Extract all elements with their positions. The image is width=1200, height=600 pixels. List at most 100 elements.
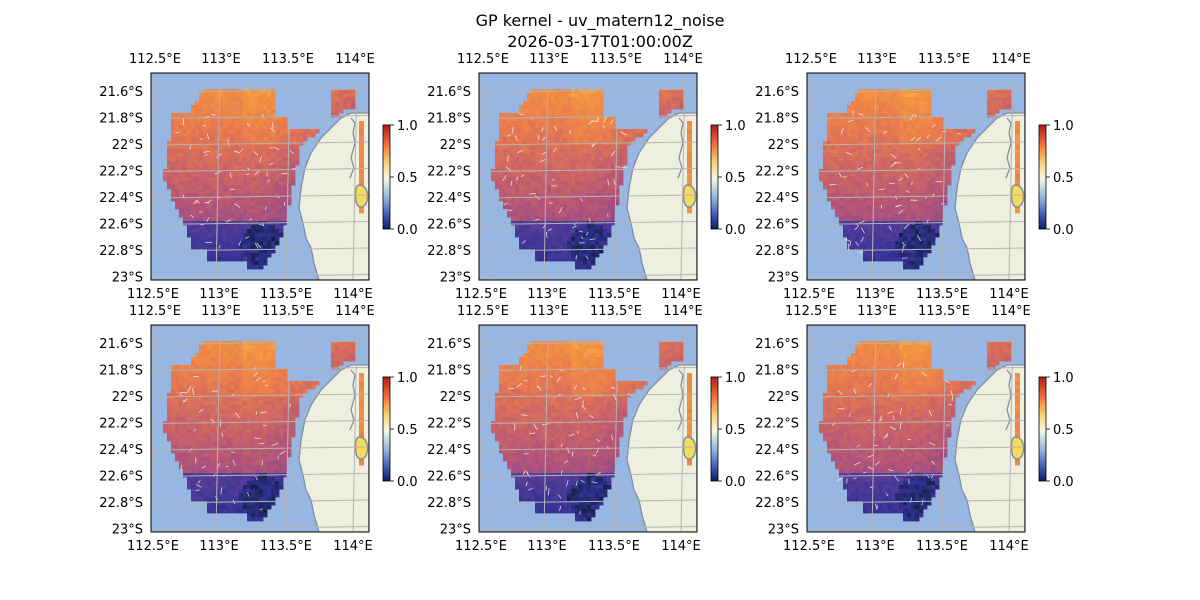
field-cell bbox=[507, 117, 512, 122]
field-cell bbox=[175, 141, 180, 146]
field-cell bbox=[219, 161, 224, 166]
field-cell bbox=[579, 253, 584, 258]
lat-gridline bbox=[479, 247, 697, 252]
field-cell bbox=[263, 349, 268, 354]
field-cell bbox=[563, 173, 568, 178]
velocity-arrow bbox=[537, 135, 540, 140]
field-cell bbox=[555, 185, 560, 190]
field-cell bbox=[527, 101, 532, 106]
field-cell bbox=[551, 237, 556, 242]
field-cell bbox=[527, 129, 532, 134]
field-cell bbox=[243, 389, 248, 394]
field-cell bbox=[271, 205, 276, 210]
field-cell bbox=[231, 253, 236, 258]
field-cell bbox=[227, 137, 232, 142]
field-cell bbox=[227, 113, 232, 118]
field-cell bbox=[915, 237, 920, 242]
field-cell bbox=[211, 445, 216, 450]
field-cell bbox=[923, 205, 928, 210]
field-cell bbox=[203, 141, 208, 146]
field-cell bbox=[887, 121, 892, 126]
field-cell bbox=[263, 385, 268, 390]
field-cell bbox=[863, 193, 868, 198]
field-cell bbox=[927, 245, 932, 250]
field-cell bbox=[559, 125, 564, 130]
field-cell bbox=[523, 229, 528, 234]
field-cell bbox=[227, 173, 232, 178]
lat-gridline bbox=[151, 247, 369, 252]
field-cell bbox=[183, 145, 188, 150]
field-cell bbox=[211, 353, 216, 358]
field-cell bbox=[583, 105, 588, 110]
field-cell bbox=[847, 201, 852, 206]
field-cell bbox=[855, 201, 860, 206]
field-cell bbox=[263, 245, 268, 250]
field-cell bbox=[271, 373, 276, 378]
field-cell bbox=[207, 141, 212, 146]
field-cell bbox=[939, 133, 944, 138]
field-cell bbox=[891, 169, 896, 174]
field-cell bbox=[263, 369, 268, 374]
field-cell bbox=[215, 253, 220, 258]
field-cell bbox=[579, 121, 584, 126]
field-cell bbox=[183, 121, 188, 126]
field-cell bbox=[263, 109, 268, 114]
field-cell bbox=[203, 245, 208, 250]
field-cell bbox=[887, 169, 892, 174]
field-cell bbox=[167, 405, 172, 410]
field-cell bbox=[599, 101, 604, 106]
field-cell bbox=[511, 149, 516, 154]
field-cell bbox=[687, 209, 692, 214]
field-cell bbox=[247, 345, 252, 350]
field-cell bbox=[275, 193, 280, 198]
field-cell bbox=[271, 177, 276, 182]
field-cell bbox=[923, 193, 928, 198]
field-cell bbox=[227, 193, 232, 198]
field-cell bbox=[247, 177, 252, 182]
field-cell bbox=[207, 209, 212, 214]
field-cell bbox=[259, 253, 264, 258]
field-cell bbox=[231, 209, 236, 214]
field-cell bbox=[899, 121, 904, 126]
field-cell bbox=[271, 169, 276, 174]
field-cell bbox=[259, 377, 264, 382]
field-cell bbox=[183, 129, 188, 134]
field-cell bbox=[919, 133, 924, 138]
field-cell bbox=[503, 201, 508, 206]
field-cell bbox=[223, 401, 228, 406]
field-cell bbox=[827, 141, 832, 146]
field-cell bbox=[283, 157, 288, 162]
velocity-arrow bbox=[206, 133, 209, 140]
field-cell bbox=[535, 149, 540, 154]
field-cell bbox=[347, 357, 352, 362]
field-cell bbox=[195, 225, 200, 230]
field-cell bbox=[503, 189, 508, 194]
field-cell bbox=[183, 389, 188, 394]
field-cell bbox=[219, 433, 224, 438]
field-cell bbox=[551, 137, 556, 142]
field-cell bbox=[511, 221, 516, 226]
field-cell bbox=[843, 193, 848, 198]
field-cell bbox=[207, 177, 212, 182]
field-cell bbox=[871, 173, 876, 178]
field-cell bbox=[551, 113, 556, 118]
velocity-arrow bbox=[541, 127, 544, 132]
field-cell bbox=[239, 177, 244, 182]
field-cell bbox=[171, 385, 176, 390]
field-cell bbox=[243, 197, 248, 202]
field-cell bbox=[835, 173, 840, 178]
field-cell bbox=[547, 93, 552, 98]
field-cell bbox=[243, 193, 248, 198]
field-cell bbox=[187, 425, 192, 430]
field-cell bbox=[179, 389, 184, 394]
field-cell bbox=[871, 113, 876, 118]
field-cell bbox=[567, 225, 572, 230]
field-cell bbox=[211, 457, 216, 462]
field-cell bbox=[551, 145, 556, 150]
velocity-arrow bbox=[225, 219, 232, 223]
field-cell bbox=[515, 173, 520, 178]
field-cell bbox=[243, 241, 248, 246]
field-cell bbox=[231, 125, 236, 130]
field-cell bbox=[559, 189, 564, 194]
field-cell bbox=[879, 233, 884, 238]
